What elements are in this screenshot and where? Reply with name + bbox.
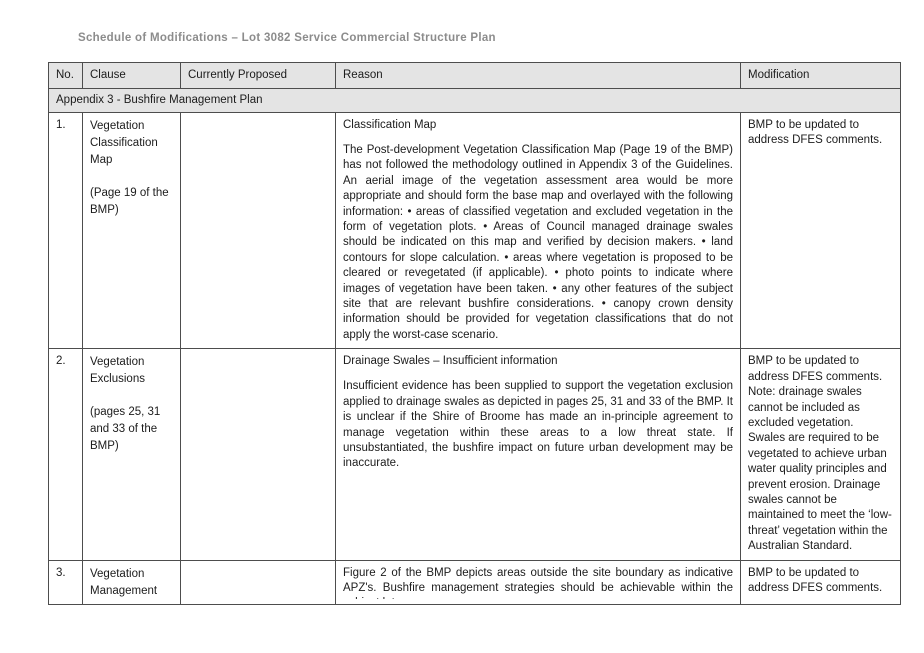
table-header-row: No. Clause Currently Proposed Reason Mod… bbox=[48, 62, 901, 89]
column-header-no: No. bbox=[48, 62, 83, 89]
table-row-3: 3. Vegetation Management Figure 2 of the… bbox=[48, 559, 901, 605]
cell-clause: Vegetation Exclusions (pages 25, 31 and … bbox=[82, 348, 181, 561]
clause-title: Vegetation Classification Map bbox=[90, 120, 158, 166]
clause-page-ref: (Page 19 of the BMP) bbox=[90, 187, 169, 216]
table-row-2: 2. Vegetation Exclusions (pages 25, 31 a… bbox=[48, 348, 901, 561]
schedule-of-modifications-table: No. Clause Currently Proposed Reason Mod… bbox=[48, 62, 901, 605]
table-row-1: 1. Vegetation Classification Map (Page 1… bbox=[48, 111, 901, 350]
cell-currently-proposed bbox=[180, 559, 336, 605]
cell-clause: Vegetation Management bbox=[82, 559, 181, 605]
cell-row-number: 2. bbox=[48, 348, 83, 561]
cell-reason: Drainage Swales – Insufficient informati… bbox=[335, 348, 741, 561]
cell-modification: BMP to be updated to address DFES commen… bbox=[740, 559, 901, 605]
column-header-clause: Clause bbox=[82, 62, 181, 89]
reason-body: Insufficient evidence has been supplied … bbox=[343, 380, 733, 470]
column-header-currently-proposed: Currently Proposed bbox=[180, 62, 336, 89]
section-row-label: Appendix 3 - Bushfire Management Plan bbox=[48, 88, 901, 113]
reason-heading: Drainage Swales – Insufficient informati… bbox=[343, 355, 558, 368]
reason-body: The Post-development Vegetation Classifi… bbox=[343, 144, 733, 341]
cell-row-number: 1. bbox=[48, 111, 83, 350]
cell-modification: BMP to be updated to address DFES commen… bbox=[740, 348, 901, 561]
cell-currently-proposed bbox=[180, 111, 336, 350]
cell-currently-proposed bbox=[180, 348, 336, 561]
reason-heading: Classification Map bbox=[343, 119, 437, 131]
cell-reason: Classification Map The Post-development … bbox=[335, 111, 741, 350]
clause-page-ref: (pages 25, 31 and 33 of the BMP) bbox=[90, 406, 161, 453]
column-header-reason: Reason bbox=[335, 62, 741, 89]
clause-title: Vegetation Management bbox=[90, 567, 158, 597]
reason-body: Figure 2 of the BMP depicts areas outsid… bbox=[343, 566, 733, 599]
cell-row-number: 3. bbox=[48, 559, 83, 605]
section-row-appendix-3: Appendix 3 - Bushfire Management Plan bbox=[48, 88, 901, 113]
cell-clause: Vegetation Classification Map (Page 19 o… bbox=[82, 111, 181, 350]
clause-title: Vegetation Exclusions bbox=[90, 356, 145, 386]
cell-modification: BMP to be updated to address DFES commen… bbox=[740, 111, 901, 350]
row-number-text: 3. bbox=[56, 566, 66, 579]
cell-reason: Figure 2 of the BMP depicts areas outsid… bbox=[335, 559, 741, 605]
column-header-modification: Modification bbox=[740, 62, 901, 89]
modification-text: BMP to be updated to address DFES commen… bbox=[748, 566, 883, 594]
page-title: Schedule of Modifications – Lot 3082 Ser… bbox=[78, 32, 496, 44]
